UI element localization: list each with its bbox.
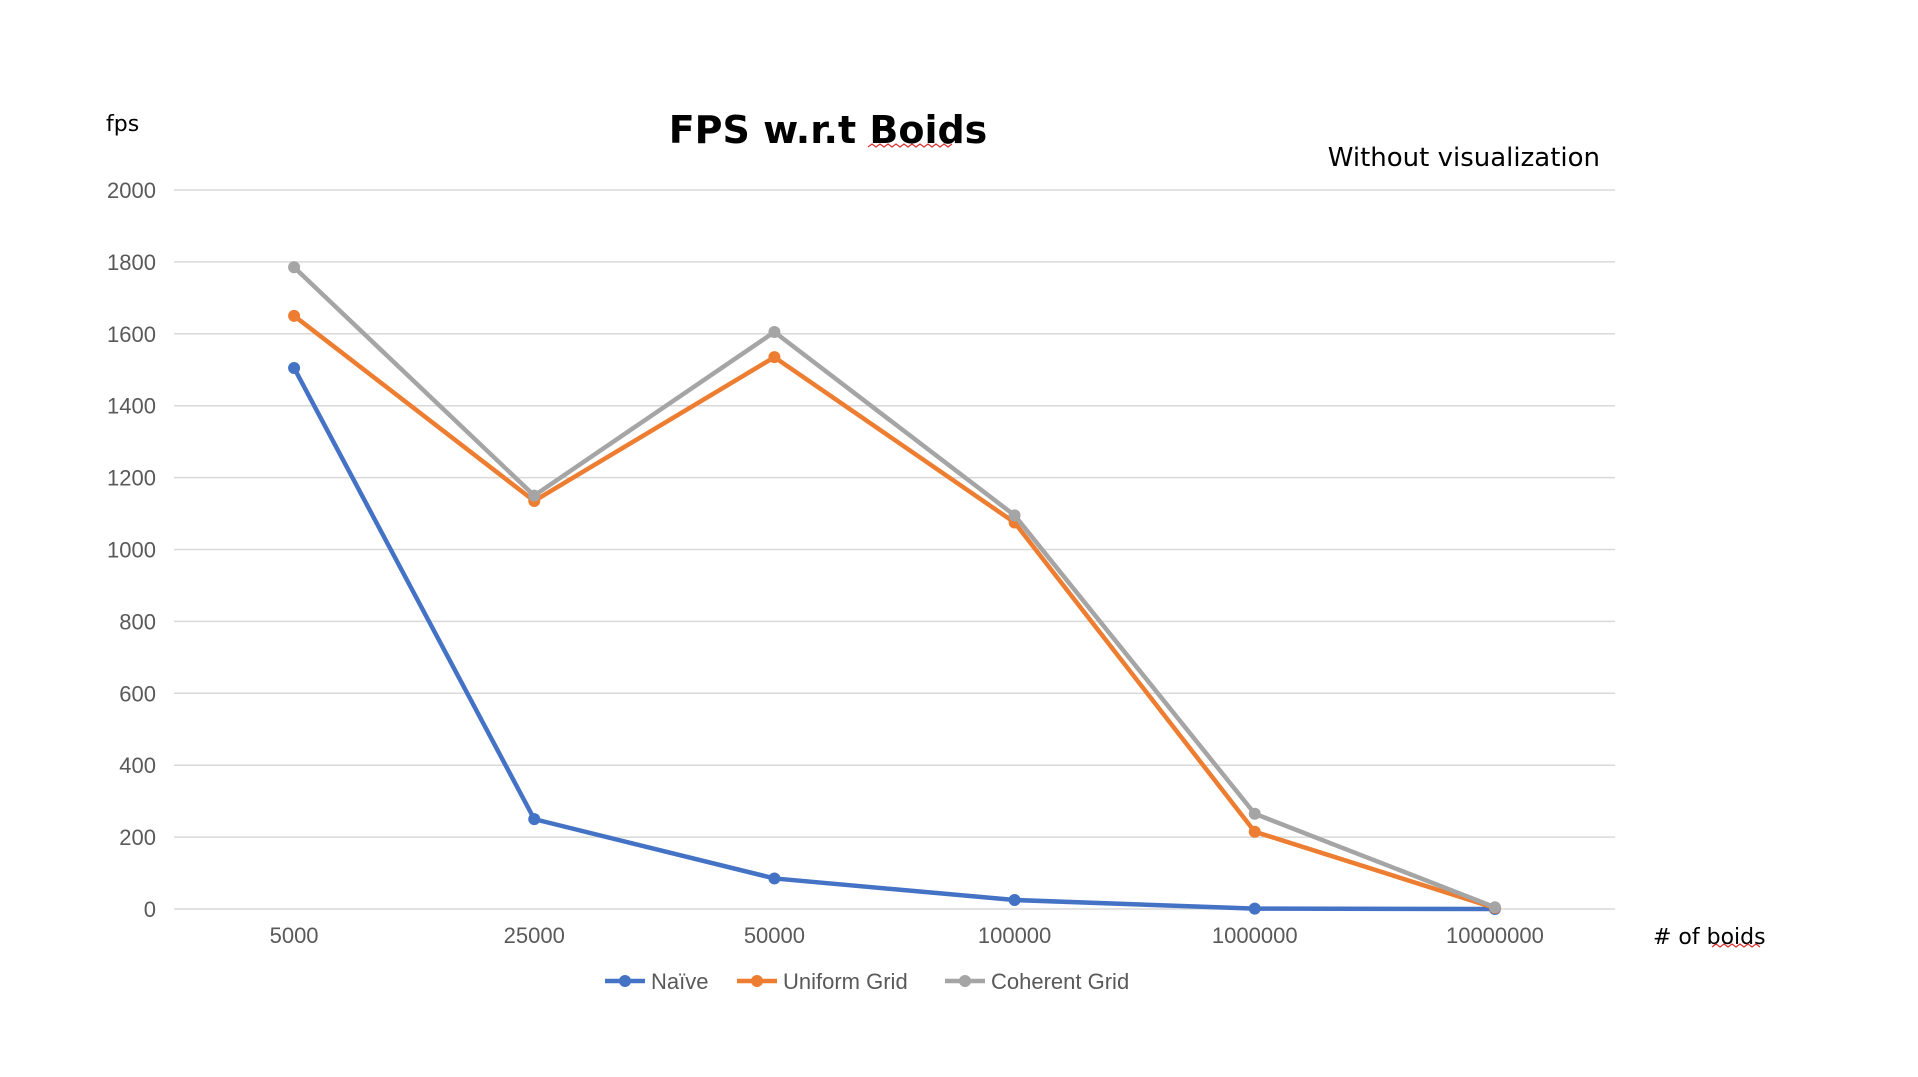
data-point xyxy=(1008,894,1021,907)
data-point xyxy=(1008,509,1021,522)
data-point xyxy=(1248,902,1261,915)
y-tick-label: 1000 xyxy=(107,538,156,563)
data-point xyxy=(768,326,781,339)
chart-subtitle: Without visualization xyxy=(1328,143,1600,173)
y-tick-label: 400 xyxy=(119,753,156,778)
data-point xyxy=(768,351,781,364)
x-tick-label: 5000 xyxy=(270,923,319,948)
y-tick-label: 1200 xyxy=(107,466,156,491)
legend-label: Naïve xyxy=(651,969,708,994)
legend-item: Naïve xyxy=(605,969,708,994)
x-tick-label: 100000 xyxy=(978,923,1051,948)
legend-label: Uniform Grid xyxy=(783,969,908,994)
legend-item: Uniform Grid xyxy=(737,969,908,994)
data-point xyxy=(528,489,541,502)
spellcheck-underline xyxy=(867,143,953,148)
data-point xyxy=(768,872,781,885)
data-point xyxy=(1248,807,1261,820)
series-line xyxy=(291,265,1498,910)
series-lines xyxy=(288,261,1501,915)
series-0 xyxy=(288,361,1501,915)
legend: Naïve Uniform Grid Coherent Grid xyxy=(605,969,1129,994)
series-line xyxy=(291,365,1498,912)
x-axis-label: # of boids xyxy=(1653,925,1766,950)
y-axis-ticks: 0 200 400 600 800 1000 1200 1400 1600 1800 2000 xyxy=(107,178,156,922)
legend-label: Coherent Grid xyxy=(991,969,1129,994)
gridlines xyxy=(174,189,1615,910)
y-tick-label: 1800 xyxy=(107,250,156,275)
y-tick-label: 2000 xyxy=(107,178,156,203)
legend-marker xyxy=(959,975,971,987)
series-1 xyxy=(288,309,1501,914)
chart-title: FPS w.r.t Boids xyxy=(669,108,988,152)
y-tick-label: 0 xyxy=(144,897,156,922)
y-tick-label: 200 xyxy=(119,825,156,850)
x-tick-label: 1000000 xyxy=(1212,923,1298,948)
x-tick-label: 10000000 xyxy=(1446,923,1544,948)
data-point xyxy=(288,261,301,274)
y-tick-label: 1600 xyxy=(107,322,156,347)
spellcheck-underline xyxy=(1711,943,1761,948)
data-point xyxy=(288,361,301,374)
y-axis-label: fps xyxy=(106,112,139,137)
y-tick-label: 600 xyxy=(119,681,156,706)
data-point xyxy=(288,309,301,322)
data-point xyxy=(1248,825,1261,838)
y-tick-label: 1400 xyxy=(107,394,156,419)
y-tick-label: 800 xyxy=(119,609,156,634)
legend-item: Coherent Grid xyxy=(945,969,1129,994)
legend-marker xyxy=(619,975,631,987)
x-axis-ticks: 5000 25000 50000 100000 1000000 10000000 xyxy=(270,923,1544,948)
legend-marker xyxy=(751,975,763,987)
data-point xyxy=(1488,901,1501,914)
series-line xyxy=(291,313,1498,911)
data-point xyxy=(528,813,541,826)
x-tick-label: 50000 xyxy=(744,923,805,948)
series-2 xyxy=(288,261,1501,914)
x-tick-label: 25000 xyxy=(504,923,565,948)
